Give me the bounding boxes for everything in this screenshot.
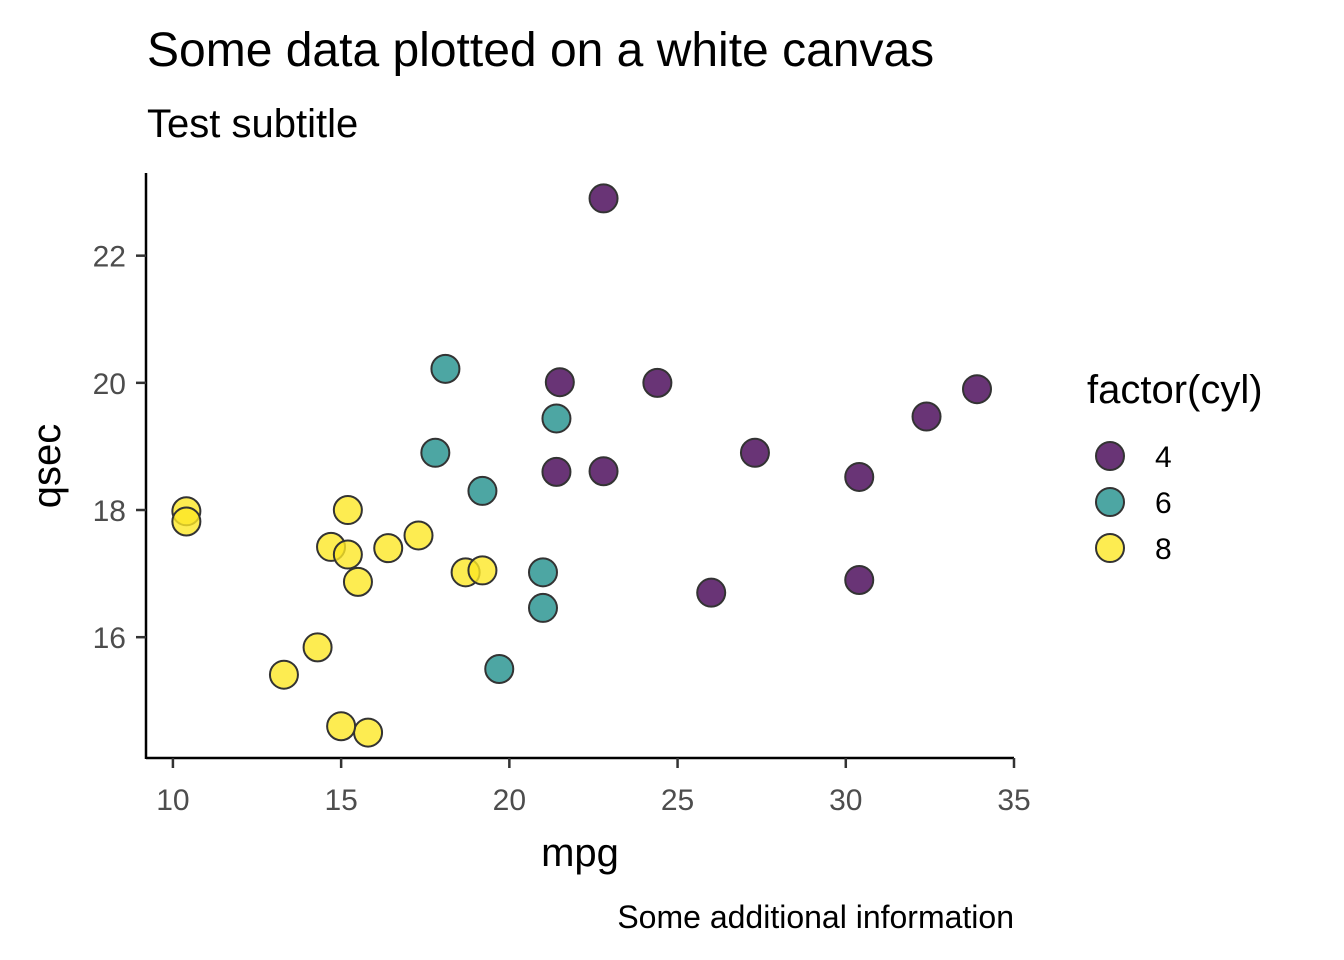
data-point-cyl-8 [171,506,202,537]
x-tick-label: 35 [997,784,1030,817]
points-layer [171,183,992,748]
legend-key-4 [1095,441,1125,471]
y-tick-label: 18 [93,495,126,528]
data-point-cyl-8 [373,533,404,564]
chart-caption: Some additional information [617,899,1014,935]
data-point-cyl-6 [527,557,558,588]
data-point-cyl-4 [696,577,727,608]
legend-key-8 [1095,533,1125,563]
y-tick-label: 16 [93,622,126,655]
x-ticks: 10 15 20 25 30 35 [156,758,1031,817]
data-point-cyl-4 [541,456,572,487]
y-axis-title: qsec [25,424,69,509]
x-axis-title: mpg [541,831,619,875]
x-tick-label: 10 [156,784,189,817]
legend-label-4: 4 [1155,441,1172,474]
data-point-cyl-6 [430,353,461,384]
data-point-cyl-6 [467,475,498,506]
data-point-cyl-4 [588,456,619,487]
legend: 4 6 8 [1095,441,1172,566]
data-point-cyl-6 [420,437,451,468]
data-point-cyl-4 [642,367,673,398]
data-point-cyl-8 [332,495,363,526]
data-point-cyl-8 [332,539,363,570]
legend-label-8: 8 [1155,533,1172,566]
y-ticks: 16 18 20 22 [93,241,146,655]
data-point-cyl-8 [342,566,373,597]
data-point-cyl-4 [844,461,875,492]
data-point-cyl-4 [588,183,619,214]
legend-title: factor(cyl) [1087,368,1263,412]
y-tick-label: 22 [93,241,126,274]
data-point-cyl-8 [302,632,333,663]
data-point-cyl-4 [961,374,992,405]
chart-subtitle: Test subtitle [147,102,358,146]
data-point-cyl-8 [403,520,434,551]
x-tick-label: 30 [829,784,862,817]
legend-key-6 [1095,487,1125,517]
data-point-cyl-6 [484,653,515,684]
x-tick-label: 20 [493,784,526,817]
data-point-cyl-8 [268,659,299,690]
data-point-cyl-6 [527,592,558,623]
y-tick-label: 20 [93,368,126,401]
data-point-cyl-8 [326,711,357,742]
x-tick-label: 15 [324,784,357,817]
data-point-cyl-4 [844,564,875,595]
legend-label-6: 6 [1155,487,1172,520]
data-point-cyl-4 [911,401,942,432]
x-tick-label: 25 [661,784,694,817]
data-point-cyl-4 [739,437,770,468]
chart-title: Some data plotted on a white canvas [147,24,934,77]
data-point-cyl-8 [353,717,384,748]
data-point-cyl-4 [544,367,575,398]
data-point-cyl-6 [541,403,572,434]
data-point-cyl-8 [467,555,498,586]
